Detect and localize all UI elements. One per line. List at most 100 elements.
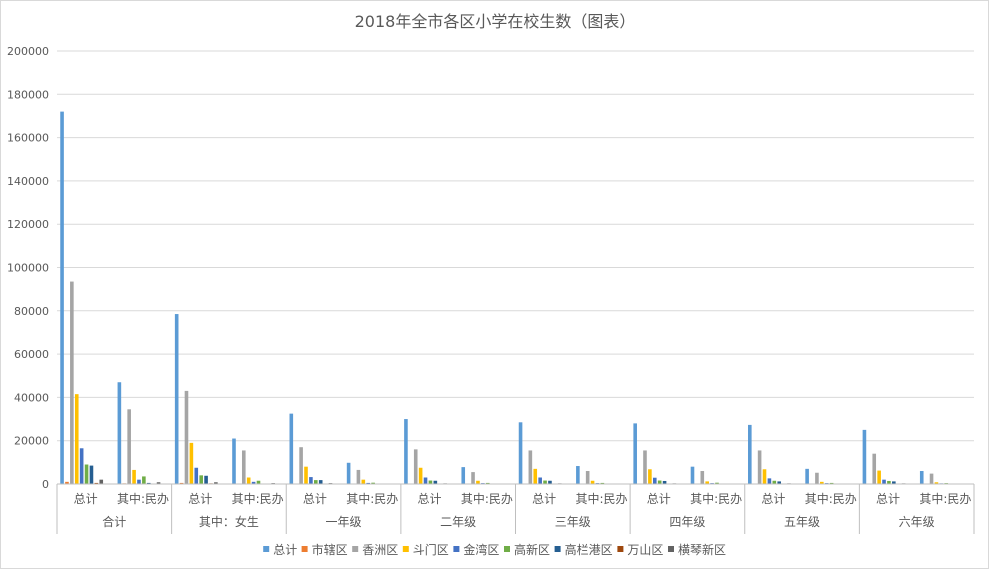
- bar: [758, 450, 762, 484]
- bar: [529, 450, 533, 484]
- bar: [633, 423, 637, 484]
- x-tick-label: 总计: [876, 492, 900, 506]
- x-tick-label: 总计: [188, 492, 212, 506]
- legend-swatch: [302, 546, 308, 552]
- x-tick-label: 总计: [74, 492, 98, 506]
- bar: [653, 478, 657, 484]
- bar: [309, 477, 313, 484]
- bar: [290, 414, 294, 484]
- bar: [404, 419, 408, 484]
- x-axis-labels: 总计其中:民办总计其中:民办总计其中:民办总计其中:民办总计其中:民办总计其中:…: [74, 491, 972, 529]
- legend-swatch: [263, 546, 269, 552]
- legend-item: 金湾区: [453, 542, 499, 557]
- bar: [768, 478, 772, 484]
- bar: [242, 450, 246, 484]
- y-tick-label: 60000: [14, 348, 49, 361]
- bar: [90, 466, 94, 484]
- y-tick-label: 160000: [7, 132, 49, 145]
- bar: [748, 425, 752, 484]
- bar: [199, 475, 203, 484]
- x-tick-label: 其中:民办: [575, 491, 627, 506]
- legend-swatch: [555, 546, 561, 552]
- x-group-label: 五年级: [784, 515, 820, 529]
- bar: [299, 447, 303, 484]
- legend-label: 万山区: [627, 543, 663, 557]
- bar: [247, 478, 251, 484]
- bar: [471, 472, 475, 484]
- bar: [930, 474, 934, 484]
- bar: [863, 430, 867, 484]
- bar: [419, 468, 423, 484]
- bar: [314, 480, 318, 484]
- bar: [763, 469, 767, 484]
- x-group-label: 其中：女生: [199, 514, 259, 529]
- legend-label: 金湾区: [463, 542, 499, 557]
- legend-item: 总计: [263, 543, 297, 557]
- bar: [691, 467, 695, 484]
- bar: [118, 382, 122, 484]
- bar: [194, 468, 198, 484]
- bar: [877, 471, 881, 484]
- bar: [519, 422, 523, 484]
- bar: [362, 480, 366, 484]
- x-group-label: 二年级: [440, 515, 476, 529]
- bar: [70, 282, 74, 484]
- bar: [648, 469, 652, 484]
- bar: [75, 394, 79, 484]
- legend-swatch: [504, 546, 510, 552]
- bar: [99, 480, 103, 484]
- legend: 总计市辖区香洲区斗门区金湾区高新区高栏港区万山区横琴新区: [263, 542, 726, 557]
- bar: [175, 314, 179, 484]
- legend-item: 万山区: [617, 543, 663, 557]
- x-tick-label: 其中:民办: [690, 491, 742, 506]
- y-tick-label: 120000: [7, 218, 49, 231]
- bar: [576, 466, 580, 484]
- bar: [538, 478, 542, 484]
- chart-title: 2018年全市各区小学在校生数（图表）: [355, 12, 636, 31]
- legend-item: 高新区: [504, 542, 550, 557]
- y-axis-tick-labels: 0200004000060000800001000001200001400001…: [7, 45, 49, 491]
- bar: [461, 467, 465, 484]
- bar: [414, 449, 418, 484]
- legend-swatch: [617, 546, 623, 552]
- y-tick-label: 140000: [7, 175, 49, 188]
- legend-label: 高新区: [514, 542, 550, 557]
- legend-swatch: [403, 546, 409, 552]
- x-group-label: 一年级: [326, 515, 362, 529]
- bar: [815, 473, 819, 484]
- bar: [80, 448, 84, 484]
- bar: [872, 454, 876, 484]
- y-tick-label: 80000: [14, 305, 49, 318]
- bar: [137, 480, 141, 484]
- bar: [204, 476, 208, 484]
- legend-swatch: [453, 546, 459, 552]
- x-group-label: 合计: [102, 514, 126, 529]
- bar: [132, 470, 136, 484]
- x-group-label: 六年级: [899, 515, 935, 529]
- legend-label: 横琴新区: [678, 542, 726, 557]
- y-tick-label: 200000: [7, 45, 49, 58]
- bars: [60, 112, 962, 484]
- legend-item: 香洲区: [352, 543, 398, 557]
- y-tick-label: 40000: [14, 391, 49, 404]
- legend-label: 高栏港区: [565, 542, 613, 557]
- bar: [543, 481, 547, 484]
- bar: [190, 443, 194, 484]
- bar: [805, 469, 809, 484]
- legend-label: 香洲区: [362, 543, 398, 557]
- x-tick-label: 总计: [761, 492, 785, 506]
- x-tick-label: 总计: [418, 492, 442, 506]
- bar: [142, 476, 146, 484]
- legend-label: 总计: [273, 543, 297, 557]
- bar: [533, 469, 537, 484]
- legend-item: 斗门区: [403, 542, 449, 557]
- legend-swatch: [668, 546, 674, 552]
- bar: [882, 480, 886, 484]
- y-tick-label: 100000: [7, 262, 49, 275]
- y-tick-label: 180000: [7, 88, 49, 101]
- legend-label: 斗门区: [413, 542, 449, 557]
- x-tick-label: 总计: [647, 492, 671, 506]
- bar: [127, 409, 131, 484]
- x-group-label: 三年级: [555, 515, 591, 529]
